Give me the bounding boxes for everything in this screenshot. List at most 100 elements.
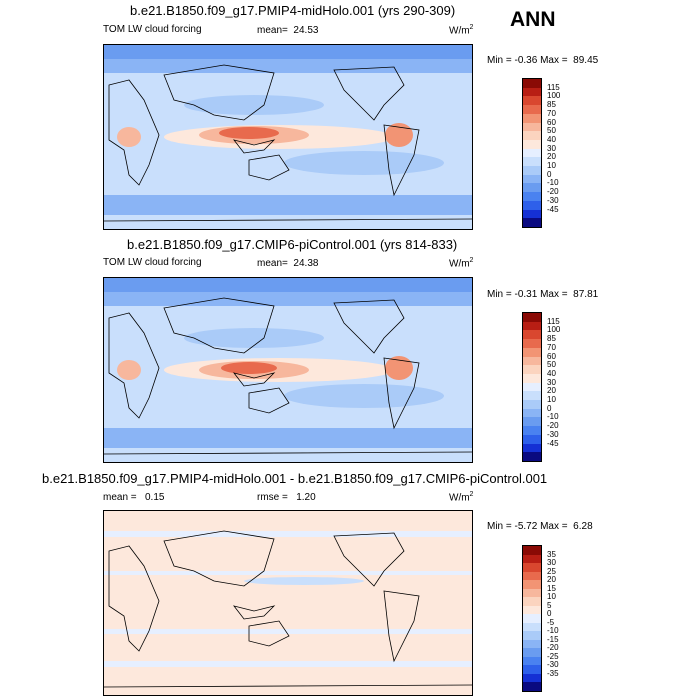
map-arctic-band — [104, 45, 472, 59]
panel1-min-value: -0.36 — [514, 55, 538, 66]
colorbar-tick-label: 10 — [547, 395, 556, 405]
panel3-colorbar — [522, 545, 542, 692]
colorbar-tick-label: -15 — [547, 634, 559, 644]
colorbar-tick-label: 115 — [547, 316, 560, 326]
colorbar-tick-label: 85 — [547, 334, 556, 344]
coast-antarctica — [104, 451, 472, 455]
colorbar-tick-label: 60 — [547, 351, 556, 361]
map-arctic-band — [104, 278, 472, 292]
colorbar-swatch — [523, 339, 541, 348]
coast-antarctica — [104, 218, 472, 222]
colorbar-swatch — [523, 321, 541, 331]
coast-south-america — [383, 357, 420, 430]
map-africa-convection — [117, 360, 141, 380]
colorbar-swatch — [523, 452, 541, 461]
panel1-minmax: Min = -0.36 Max = 89.45 — [487, 55, 599, 66]
coast-australia — [248, 154, 290, 181]
panel1-title: b.e21.B1850.f09_g17.PMIP4-midHolo.001 (y… — [130, 3, 456, 18]
map-subtropic-north — [184, 95, 324, 115]
map-north-band — [104, 292, 472, 306]
colorbar-tick-label: -20 — [547, 421, 559, 431]
colorbar-swatch — [523, 417, 541, 427]
colorbar-swatch — [523, 122, 541, 132]
colorbar-tick-label: -20 — [547, 187, 559, 197]
panel1-colorbar — [522, 78, 542, 228]
colorbar-swatch — [523, 400, 541, 409]
panel3-max-value: 6.28 — [573, 521, 593, 532]
colorbar-tick-label: -35 — [547, 668, 559, 678]
colorbar-swatch — [523, 546, 541, 555]
panel1-mean-value: 24.53 — [293, 25, 319, 36]
panel3-minmax: Min = -5.72 Max = 6.28 — [487, 521, 593, 532]
coast-south-america — [383, 124, 420, 197]
panel2-colorbar — [522, 312, 542, 462]
panel3-min-value: -5.72 — [514, 521, 538, 532]
colorbar-swatch — [523, 382, 541, 392]
colorbar-tick-label: -45 — [547, 438, 559, 448]
panel1-mean-label: mean= 24.53 — [257, 25, 319, 36]
colorbar-swatch — [523, 639, 541, 649]
coast-south-america — [383, 590, 420, 663]
colorbar-swatch — [523, 614, 541, 623]
panel1-map-svg — [104, 45, 472, 229]
colorbar-swatch — [523, 426, 541, 435]
colorbar-tick-label: 70 — [547, 342, 556, 352]
colorbar-swatch — [523, 347, 541, 357]
colorbar-swatch — [523, 597, 541, 606]
colorbar-swatch — [523, 113, 541, 123]
panel2-map-svg — [104, 278, 472, 462]
map-south-band — [104, 195, 472, 215]
colorbar-tick-label: 20 — [547, 575, 556, 585]
coast-eurasia — [163, 530, 275, 587]
panel1-map — [103, 44, 473, 230]
map-subtropic-north — [184, 328, 324, 348]
colorbar-tick-label: -25 — [547, 651, 559, 661]
colorbar-swatch — [523, 588, 541, 598]
colorbar-swatch — [523, 373, 541, 383]
map-antarctic-band — [104, 448, 472, 462]
map-diff-band-4 — [104, 661, 472, 667]
colorbar-tick-label: 50 — [547, 126, 556, 136]
colorbar-tick-label: 50 — [547, 360, 556, 370]
colorbar-swatch — [523, 391, 541, 401]
colorbar-tick-label: -20 — [547, 643, 559, 653]
panel3-rmse-value: 1.20 — [296, 492, 316, 503]
colorbar-swatch — [523, 330, 541, 340]
map-warmpool-core — [219, 127, 279, 139]
colorbar-tick-label: 85 — [547, 100, 556, 110]
colorbar-swatch — [523, 563, 541, 572]
colorbar-tick-label: 5 — [547, 600, 552, 610]
colorbar-swatch — [523, 148, 541, 158]
colorbar-swatch — [523, 648, 541, 657]
colorbar-tick-label: -30 — [547, 660, 559, 670]
colorbar-tick-label: 100 — [547, 325, 561, 335]
panel2-mean-value: 24.38 — [293, 258, 319, 269]
colorbar-swatch — [523, 200, 541, 210]
colorbar-tick-label: 10 — [547, 592, 556, 602]
colorbar-swatch — [523, 218, 541, 227]
panel2-title: b.e21.B1850.f09_g17.CMIP6-piControl.001 … — [127, 237, 458, 252]
colorbar-swatch — [523, 131, 541, 140]
map-amazon-convection — [385, 356, 413, 380]
map-north-band — [104, 59, 472, 73]
map-diff-band-1 — [104, 531, 472, 537]
colorbar-tick-label: 30 — [547, 377, 556, 387]
colorbar-swatch — [523, 673, 541, 683]
panel3-rmse: rmse = 1.20 — [257, 492, 316, 503]
panel2-units: W/m2 — [449, 257, 474, 270]
colorbar-swatch — [523, 443, 541, 453]
colorbar-tick-label: 20 — [547, 152, 556, 162]
colorbar-swatch — [523, 682, 541, 691]
coast-eurasia — [163, 297, 275, 354]
colorbar-swatch — [523, 631, 541, 640]
colorbar-swatch — [523, 434, 541, 444]
panel1-units: W/m2 — [449, 24, 474, 37]
map-subtropic-south — [284, 384, 444, 408]
colorbar-swatch — [523, 605, 541, 615]
colorbar-swatch — [523, 365, 541, 374]
colorbar-swatch — [523, 96, 541, 106]
panel1-max-value: 89.45 — [573, 55, 599, 66]
colorbar-tick-label: 70 — [547, 108, 556, 118]
colorbar-swatch — [523, 139, 541, 149]
coast-north-america — [333, 66, 405, 121]
